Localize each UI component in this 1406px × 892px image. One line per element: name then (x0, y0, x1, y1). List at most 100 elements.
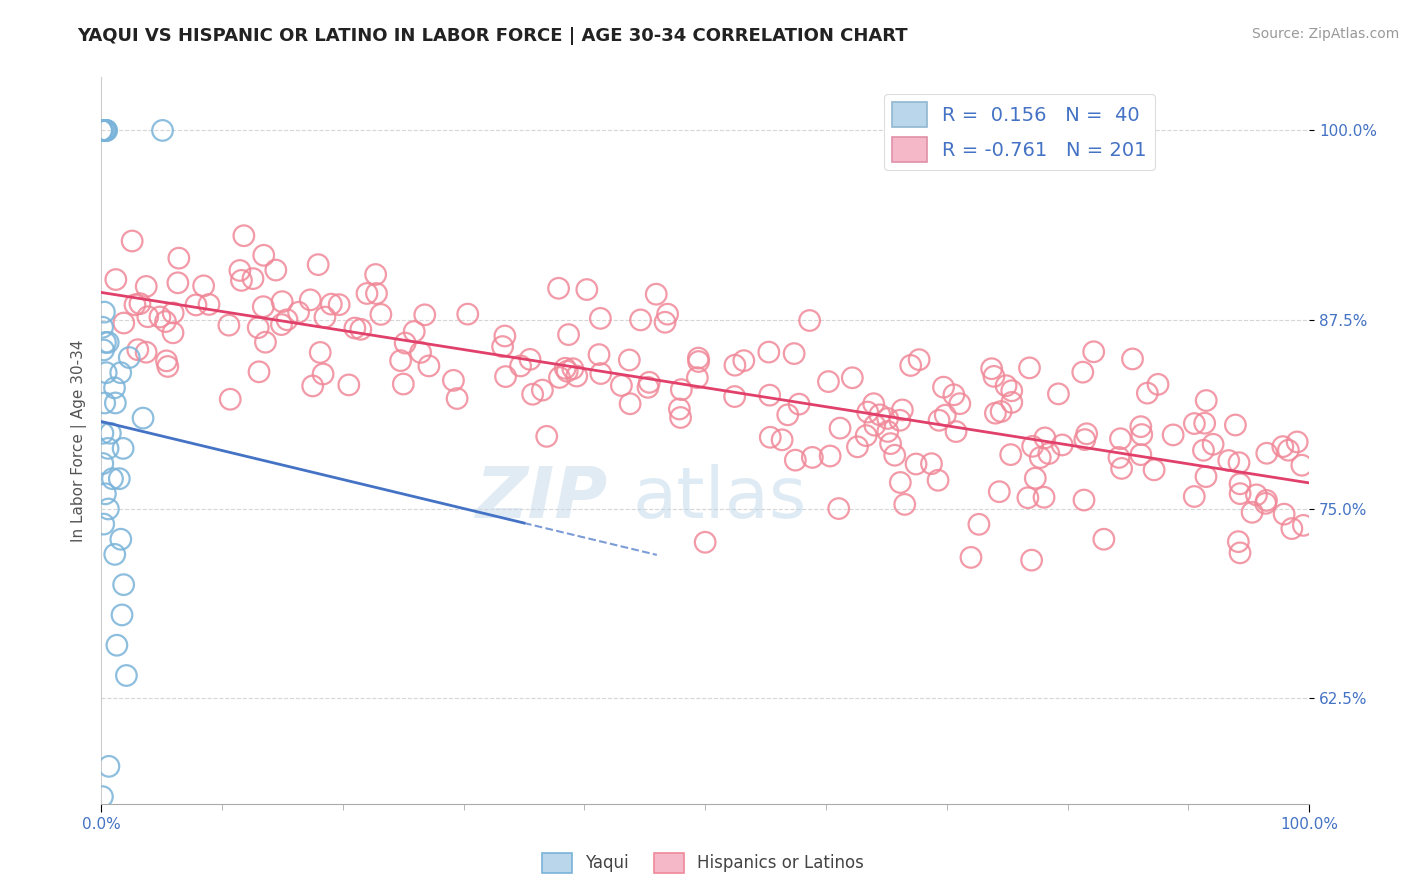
Point (619, 353, 641, 368)
Point (409, 345, 432, 359)
Point (1001, 395, 1024, 409)
Point (770, 433, 793, 447)
Point (557, 327, 579, 342)
Point (1129, 448, 1152, 462)
Point (984, 406, 1007, 420)
Point (548, 370, 571, 384)
Point (776, 408, 799, 422)
Point (893, 497, 915, 511)
Point (801, 450, 824, 465)
Point (91, 457, 114, 471)
Point (218, 318, 240, 333)
Point (610, 378, 633, 392)
Point (1083, 344, 1105, 359)
Point (1129, 419, 1152, 434)
Point (758, 345, 780, 359)
Point (1001, 384, 1024, 398)
Point (94, 335, 117, 350)
Point (949, 397, 972, 411)
Point (276, 312, 298, 326)
Point (254, 335, 277, 350)
Point (343, 321, 366, 335)
Point (990, 404, 1012, 418)
Point (783, 346, 806, 360)
Point (945, 425, 967, 439)
Point (457, 307, 479, 321)
Point (883, 448, 905, 462)
Point (247, 365, 270, 379)
Point (1227, 456, 1250, 470)
Point (645, 287, 668, 301)
Point (1073, 493, 1095, 508)
Point (1018, 360, 1040, 375)
Point (668, 401, 690, 416)
Point (1071, 365, 1094, 379)
Point (91, 789, 114, 804)
Point (90, 123, 112, 137)
Point (307, 258, 329, 272)
Point (93, 396, 115, 410)
Point (862, 397, 884, 411)
Point (1246, 488, 1268, 502)
Point (413, 308, 436, 322)
Point (1047, 387, 1070, 401)
Point (167, 251, 190, 265)
Point (232, 228, 254, 243)
Point (733, 353, 755, 368)
Point (561, 361, 583, 376)
Point (97, 335, 120, 350)
Point (1195, 393, 1218, 408)
Point (619, 397, 641, 411)
Point (891, 403, 914, 417)
Point (876, 425, 898, 439)
Point (934, 409, 956, 423)
Point (638, 376, 661, 390)
Point (657, 307, 679, 321)
Point (491, 340, 513, 354)
Point (193, 278, 215, 293)
Point (299, 293, 322, 307)
Point (1076, 426, 1098, 441)
Point (920, 457, 942, 471)
Legend: R =  0.156   N =  40, R = -0.761   N = 201: R = 0.156 N = 40, R = -0.761 N = 201 (884, 95, 1154, 169)
Point (1143, 463, 1166, 477)
Point (555, 364, 578, 378)
Point (967, 517, 990, 532)
Point (960, 550, 983, 565)
Point (1147, 377, 1170, 392)
Point (1033, 490, 1056, 504)
Point (983, 369, 1005, 384)
Point (135, 279, 157, 293)
Point (301, 379, 323, 393)
Point (370, 307, 392, 321)
Point (1271, 440, 1294, 454)
Point (1286, 434, 1309, 449)
Point (1272, 507, 1295, 521)
Point (270, 318, 292, 332)
Point (547, 281, 569, 295)
Point (1130, 427, 1153, 442)
Point (108, 472, 131, 486)
Point (111, 607, 134, 622)
Point (328, 298, 350, 312)
Point (695, 535, 717, 549)
Point (799, 313, 821, 327)
Point (1229, 486, 1251, 500)
Point (1192, 443, 1215, 458)
Point (231, 273, 253, 287)
Point (688, 354, 710, 368)
Point (1182, 490, 1205, 504)
Point (1241, 505, 1264, 519)
Point (149, 310, 172, 324)
Point (785, 453, 807, 467)
Point (364, 268, 387, 282)
Point (112, 316, 135, 330)
Point (101, 472, 124, 486)
Point (155, 314, 177, 328)
Point (271, 294, 294, 309)
Point (1182, 417, 1205, 431)
Point (905, 457, 928, 471)
Point (1277, 443, 1299, 458)
Point (253, 248, 276, 262)
Point (91, 320, 114, 334)
